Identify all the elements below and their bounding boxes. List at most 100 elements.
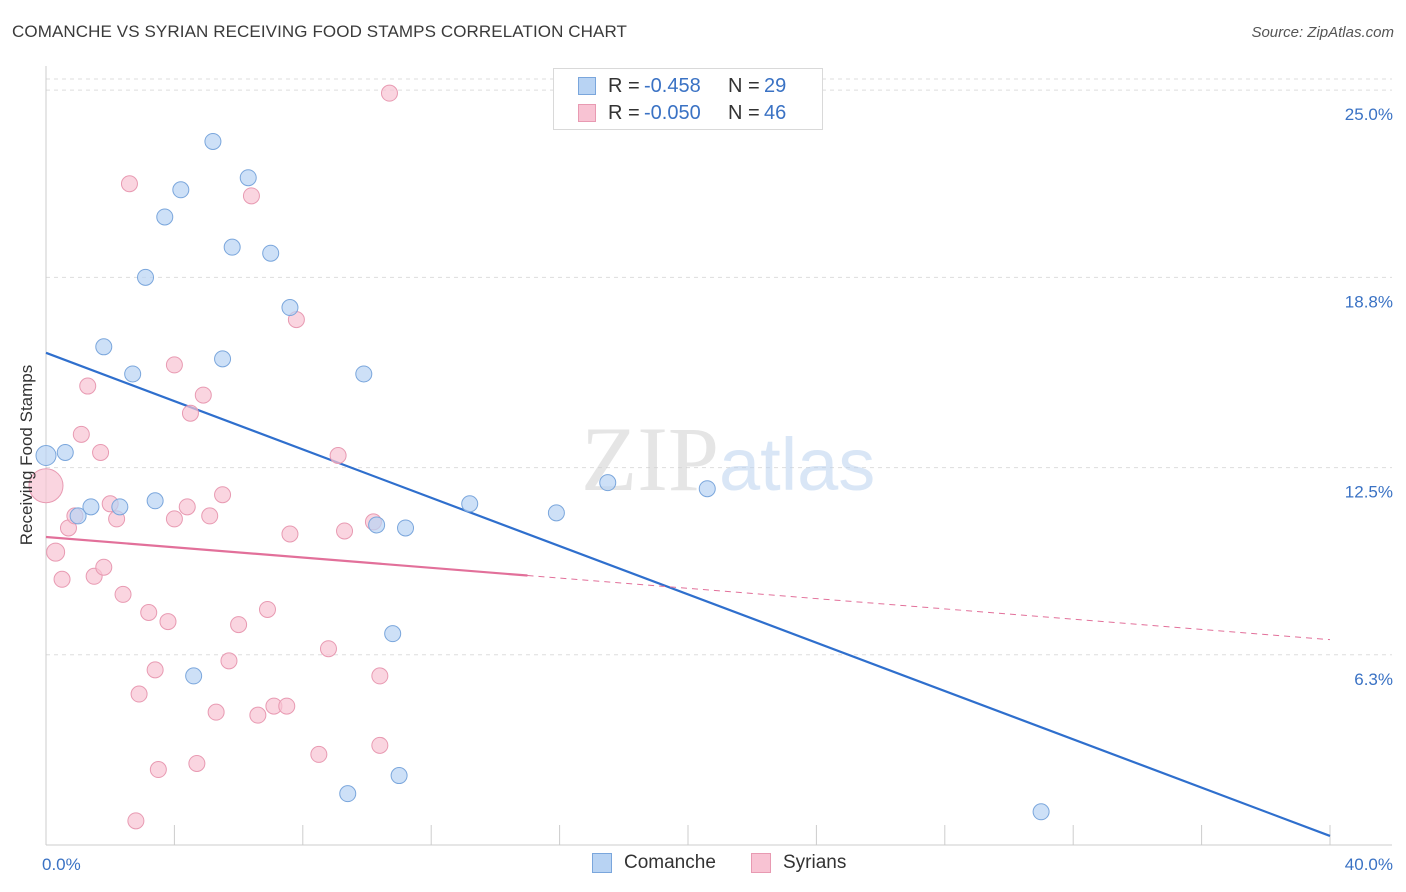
- syrian-point[interactable]: [46, 542, 66, 562]
- comanche-point[interactable]: [461, 495, 479, 513]
- syrian-point[interactable]: [230, 616, 248, 634]
- label-layer: 6.3% 12.5% 18.8% 25.0% 0.0% 40.0% Receiving Fo…: [17, 105, 1393, 874]
- comanche-point[interactable]: [339, 785, 357, 803]
- syrian-point[interactable]: [146, 661, 164, 679]
- syrian-point[interactable]: [140, 604, 158, 622]
- comanche-point[interactable]: [156, 208, 174, 226]
- legend-item-syrians[interactable]: Syrians: [751, 852, 846, 874]
- syrian-point[interactable]: [178, 498, 196, 516]
- comanche-point[interactable]: [214, 350, 232, 368]
- comanche-point[interactable]: [95, 338, 113, 356]
- syrian-point[interactable]: [310, 745, 328, 763]
- syrian-point[interactable]: [201, 507, 219, 525]
- syrian-point[interactable]: [165, 356, 183, 374]
- x-tick-label-max: 40.0%: [1345, 855, 1393, 874]
- n-value: 46: [764, 101, 787, 124]
- comanche-point[interactable]: [390, 767, 408, 785]
- syrian-trend-extension: [527, 575, 1331, 641]
- comanche-point[interactable]: [239, 169, 257, 187]
- syrian-point[interactable]: [149, 761, 167, 779]
- syrian-point[interactable]: [249, 706, 267, 724]
- syrian-point[interactable]: [380, 84, 398, 102]
- syrian-point[interactable]: [79, 377, 97, 395]
- comanche-point[interactable]: [172, 181, 190, 199]
- comanche-point[interactable]: [368, 516, 386, 534]
- syrian-point[interactable]: [371, 667, 389, 685]
- syrian-point[interactable]: [28, 468, 64, 504]
- comanche-point[interactable]: [698, 480, 716, 498]
- comanche-point[interactable]: [82, 498, 100, 516]
- comanche-point[interactable]: [111, 498, 129, 516]
- comanche-point[interactable]: [185, 667, 203, 685]
- n-label: N =: [728, 74, 760, 97]
- syrian-point[interactable]: [371, 736, 389, 754]
- syrian-point[interactable]: [165, 510, 183, 528]
- comanche-trend-line: [45, 351, 1331, 837]
- syrian-point[interactable]: [281, 525, 299, 543]
- comanche-point[interactable]: [281, 299, 299, 317]
- r-value: -0.458: [644, 74, 701, 97]
- n-label: N =: [728, 101, 760, 124]
- syrian-point[interactable]: [72, 425, 90, 443]
- syrian-point[interactable]: [336, 522, 354, 540]
- syrian-point[interactable]: [95, 558, 113, 576]
- syrian-point[interactable]: [278, 697, 296, 715]
- chart-title: COMANCHE VS SYRIAN RECEIVING FOOD STAMPS…: [12, 22, 628, 41]
- correlation-legend: R = -0.458 N = 29 R = -0.050 N = 46: [553, 68, 823, 130]
- comanche-swatch: [578, 77, 596, 95]
- syrian-point[interactable]: [120, 175, 138, 193]
- legend-item-comanche[interactable]: Comanche: [592, 852, 716, 874]
- legend-row-syrians: R = -0.050 N = 46: [578, 101, 786, 125]
- syrian-point[interactable]: [92, 443, 110, 461]
- trend-layer: [45, 351, 1331, 837]
- syrian-point[interactable]: [329, 447, 347, 464]
- syrian-point[interactable]: [194, 386, 212, 404]
- legend-label-syrians: Syrians: [783, 852, 847, 873]
- comanche-point[interactable]: [547, 504, 565, 522]
- y-tick-label: 18.8%: [1345, 292, 1393, 311]
- syrians-swatch: [751, 853, 771, 873]
- syrian-point[interactable]: [242, 187, 260, 205]
- n-value: 29: [764, 74, 787, 97]
- point-layer: [28, 84, 1050, 830]
- legend-row-comanche: R = -0.458 N = 29: [578, 74, 786, 98]
- syrian-point[interactable]: [53, 570, 71, 588]
- comanche-point[interactable]: [137, 268, 155, 286]
- watermark-atlas: atlas: [719, 423, 875, 506]
- r-label: R =: [608, 101, 640, 124]
- comanche-point[interactable]: [397, 519, 415, 537]
- y-tick-label: 6.3%: [1354, 670, 1393, 689]
- syrian-point[interactable]: [114, 585, 132, 603]
- syrian-point[interactable]: [258, 600, 276, 618]
- syrian-point[interactable]: [188, 754, 206, 772]
- y-axis-label: Receiving Food Stamps: [17, 365, 36, 545]
- comanche-point[interactable]: [35, 445, 57, 466]
- syrian-point[interactable]: [207, 703, 225, 721]
- syrian-point[interactable]: [220, 652, 238, 670]
- comanche-point[interactable]: [56, 443, 74, 461]
- x-tick-label-min: 0.0%: [42, 855, 81, 874]
- comanche-point[interactable]: [124, 365, 142, 383]
- syrian-point[interactable]: [214, 486, 232, 504]
- comanche-point[interactable]: [69, 507, 87, 525]
- comanche-point[interactable]: [204, 132, 222, 150]
- syrian-point[interactable]: [130, 685, 148, 703]
- grid-layer: [46, 78, 1392, 656]
- comanche-point[interactable]: [384, 625, 402, 643]
- comanche-point[interactable]: [223, 238, 241, 256]
- syrian-point[interactable]: [159, 613, 177, 631]
- syrian-point[interactable]: [127, 812, 145, 830]
- watermark-zip: ZIP: [581, 408, 719, 510]
- r-label: R =: [608, 74, 640, 97]
- comanche-point[interactable]: [599, 474, 617, 492]
- y-tick-label: 25.0%: [1345, 105, 1393, 124]
- syrian-point[interactable]: [181, 404, 199, 422]
- comanche-point[interactable]: [262, 244, 280, 262]
- comanche-point[interactable]: [1032, 803, 1050, 821]
- comanche-point[interactable]: [146, 492, 164, 510]
- comanche-point[interactable]: [355, 365, 373, 383]
- syrian-trend-line: [45, 535, 528, 577]
- syrian-point[interactable]: [319, 640, 337, 658]
- y-tick-label: 12.5%: [1345, 483, 1393, 502]
